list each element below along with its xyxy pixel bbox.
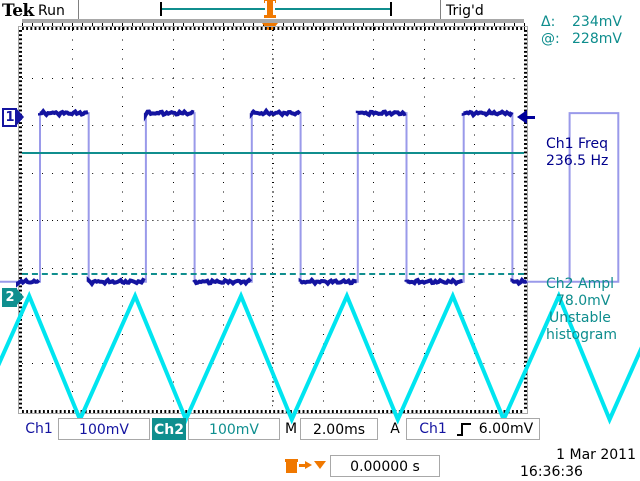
trigger-type-label: A xyxy=(390,421,400,437)
waveform-graticule[interactable] xyxy=(0,26,640,425)
graticule-outline xyxy=(18,26,528,414)
ch2-scale-value[interactable]: 100mV xyxy=(188,418,280,440)
channel-2-marker-label: 2 xyxy=(5,290,15,305)
tek-logo: Tek xyxy=(2,1,34,21)
date-display: 1 Mar 2011 xyxy=(556,447,636,463)
timebase-value[interactable]: 2.00ms xyxy=(300,418,378,440)
center-crosshair-horizontal xyxy=(22,220,524,221)
acquisition-run-state[interactable]: Run xyxy=(38,3,65,19)
trigger-position-marker[interactable] xyxy=(265,1,275,17)
trigger-pos-cap-bottom xyxy=(264,15,276,18)
trigger-status: Trig'd xyxy=(446,3,484,19)
trigger-settings-group[interactable] xyxy=(406,418,540,440)
ch2-ampl-label: Ch2 Ampl xyxy=(546,276,614,292)
trigger-slope-rising-icon[interactable] xyxy=(456,422,472,437)
graticule-edge-left xyxy=(19,30,22,410)
graticule-edge-bottom xyxy=(22,410,524,413)
settings-bar: Ch1 100mV Ch2 100mV M 2.00ms A Ch1 6.00m… xyxy=(0,418,640,442)
record-length-bar xyxy=(162,8,390,10)
ch1-freq-label: Ch1 Freq xyxy=(546,136,608,152)
horizontal-position-value[interactable]: 0.00000 s xyxy=(330,455,440,477)
top-status-bar: Tek Run Trig'd xyxy=(0,0,640,22)
trigger-level-arrow-icon[interactable] xyxy=(517,110,527,124)
ch1-cursor-solid[interactable] xyxy=(22,152,524,154)
cursor-at-label: @: xyxy=(541,31,560,47)
graticule-frame xyxy=(0,27,640,425)
ch1-scale-value[interactable]: 100mV xyxy=(58,418,150,440)
trigger-source-value[interactable]: Ch1 xyxy=(419,421,447,437)
cursor-delta-value: 234mV xyxy=(572,14,622,30)
channel-2-marker[interactable]: 2 xyxy=(2,288,24,307)
ch2-waveform xyxy=(0,290,640,425)
record-length-bracket xyxy=(160,2,392,16)
ch1-waveform xyxy=(0,107,620,288)
graticule-edge-right xyxy=(524,30,527,410)
ch2-ampl-value: 78.0mV xyxy=(556,293,611,309)
cursor-at-value: 228mV xyxy=(572,31,622,47)
graticule-ruler-bar xyxy=(22,19,524,23)
cursor-delta-label: Δ: xyxy=(541,14,556,30)
channel-1-marker-label: 1 xyxy=(5,110,15,125)
ch2-cursor-dashed[interactable] xyxy=(22,273,524,275)
trigger-level-value[interactable]: 6.00mV xyxy=(478,421,534,437)
timebase-label: M xyxy=(284,421,298,437)
ch2-note-line-1: Unstable xyxy=(549,310,611,326)
ch1-scale-label[interactable]: Ch1 xyxy=(25,421,53,437)
ch2-note-line-2: histogram xyxy=(546,327,617,343)
status-divider-left xyxy=(78,0,79,20)
ch2-scale-label[interactable]: Ch2 xyxy=(152,418,186,440)
ch1-freq-value: 236.5 Hz xyxy=(546,153,609,169)
time-display: 16:36:36 xyxy=(520,464,583,480)
status-divider-right xyxy=(440,0,441,20)
graticule-edge-top xyxy=(22,27,524,30)
channel-1-marker[interactable]: 1 xyxy=(2,108,24,127)
trigger-level-tail xyxy=(527,116,535,119)
